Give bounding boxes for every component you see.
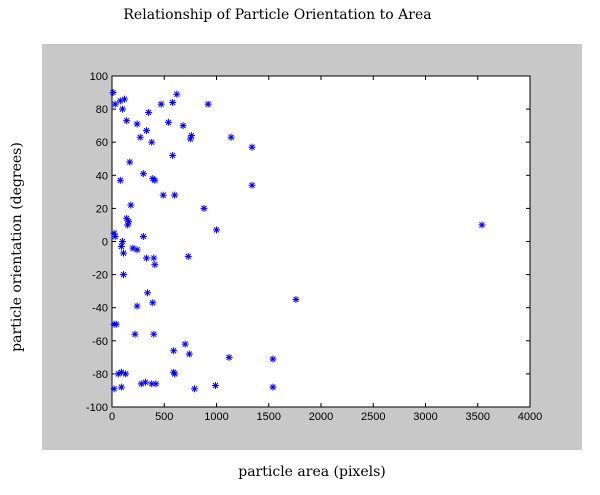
data-point [133, 246, 141, 254]
data-point [144, 289, 152, 297]
data-point [149, 175, 157, 183]
data-point [148, 138, 156, 146]
data-point [119, 271, 127, 279]
x-tick-label: 1000 [204, 411, 228, 423]
data-point [184, 252, 192, 260]
x-tick-label: 2500 [361, 411, 385, 423]
data-point [131, 330, 139, 338]
data-point [121, 95, 129, 103]
data-point [204, 100, 212, 108]
x-tick-label: 0 [109, 411, 115, 423]
data-point [142, 127, 150, 135]
y-tick-label: -20 [92, 270, 108, 282]
y-tick-label: 20 [96, 203, 108, 215]
x-tick-label: 3500 [466, 411, 490, 423]
points-layer [109, 89, 486, 393]
data-point [292, 295, 300, 303]
data-point [157, 100, 165, 108]
chart-title: Relationship of Particle Orientation to … [123, 7, 432, 23]
data-point [171, 370, 179, 378]
data-point [133, 120, 141, 128]
data-point [211, 381, 219, 389]
data-point [152, 380, 160, 388]
data-point [145, 108, 153, 116]
data-point [123, 117, 131, 125]
data-point [185, 350, 193, 358]
x-tick-label: 3000 [413, 411, 437, 423]
data-point [478, 221, 486, 229]
data-point [139, 233, 147, 241]
data-point [248, 181, 256, 189]
data-point [149, 299, 157, 307]
x-axis-label: particle area (pixels) [238, 464, 386, 480]
x-tick-label: 2000 [309, 411, 333, 423]
data-point [191, 385, 199, 393]
data-point [269, 355, 277, 363]
data-point [186, 135, 194, 143]
data-point [111, 100, 119, 108]
data-point [125, 218, 133, 226]
data-point [118, 238, 126, 245]
data-point [173, 90, 181, 98]
data-point [164, 118, 172, 126]
data-point [169, 151, 177, 159]
data-point [110, 385, 118, 393]
data-point [179, 122, 187, 130]
data-point [126, 158, 134, 166]
y-tick-label: -60 [92, 336, 108, 348]
x-tick-label: 1500 [257, 411, 281, 423]
data-point [119, 249, 127, 257]
x-tick-label: 4000 [518, 411, 542, 423]
data-point [122, 370, 130, 378]
data-point [227, 133, 235, 141]
data-point [124, 221, 132, 229]
y-tick-label: 80 [96, 104, 108, 116]
y-tick-label: -100 [86, 402, 108, 414]
data-point [181, 340, 189, 348]
data-point [127, 201, 135, 209]
data-point [117, 242, 125, 250]
data-point [187, 132, 195, 140]
data-point [110, 229, 118, 237]
y-tick-label: 0 [102, 237, 108, 249]
y-tick-label: 40 [96, 170, 108, 182]
scatter-plot: 0 500 1000 1500 2000 2500 3000 3500 4000 100 80 60 4… [86, 71, 542, 423]
y-tick-label: 100 [90, 71, 108, 83]
y-tick-label: -40 [92, 303, 108, 315]
data-point [117, 383, 125, 391]
axes-box [111, 75, 531, 408]
data-point [118, 105, 126, 113]
y-tick-label: 60 [96, 137, 108, 149]
data-point [109, 89, 117, 97]
data-point [142, 254, 150, 262]
data-point [136, 133, 144, 141]
x-tick-label: 500 [155, 411, 173, 423]
data-point [171, 191, 179, 199]
data-point [112, 320, 120, 328]
data-point [150, 330, 158, 338]
ticks-layer: 0 500 1000 1500 2000 2500 3000 3500 4000 100 80 60 4… [86, 71, 542, 423]
data-point [116, 176, 124, 184]
y-tick-label: -80 [92, 369, 108, 381]
data-point [200, 204, 208, 212]
data-point [150, 254, 158, 262]
data-point [169, 98, 177, 106]
data-point [148, 380, 156, 388]
data-point [170, 347, 178, 355]
data-point [141, 378, 149, 386]
data-point [213, 226, 220, 234]
data-point [269, 383, 277, 391]
data-point [111, 233, 119, 241]
data-point [225, 353, 233, 361]
y-axis-label: particle orientation (degrees) [9, 142, 25, 352]
data-point [151, 261, 159, 269]
data-point [248, 143, 256, 151]
data-point [139, 170, 147, 178]
data-point [159, 191, 167, 199]
data-point [133, 302, 141, 310]
